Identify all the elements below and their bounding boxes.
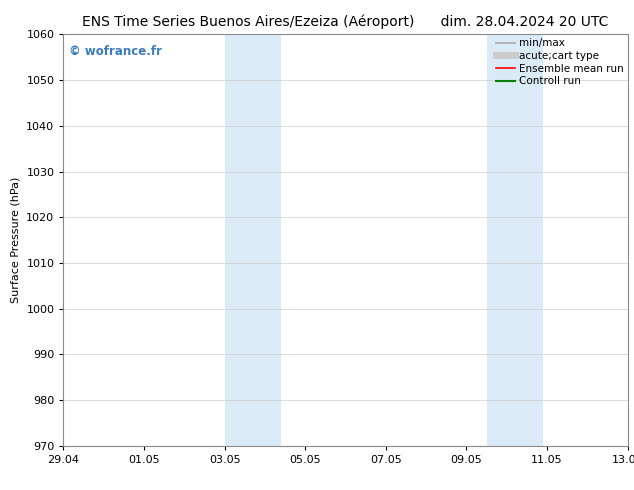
Bar <box>224 34 253 446</box>
Y-axis label: Surface Pressure (hPa): Surface Pressure (hPa) <box>11 177 21 303</box>
Bar <box>487 34 515 446</box>
Bar <box>253 34 281 446</box>
Text: © wofrance.fr: © wofrance.fr <box>69 45 162 58</box>
Title: ENS Time Series Buenos Aires/Ezeiza (Aéroport)      dim. 28.04.2024 20 UTC: ENS Time Series Buenos Aires/Ezeiza (Aér… <box>82 15 609 29</box>
Bar <box>515 34 543 446</box>
Legend: min/max, acute;cart type, Ensemble mean run, Controll run: min/max, acute;cart type, Ensemble mean … <box>494 36 626 88</box>
